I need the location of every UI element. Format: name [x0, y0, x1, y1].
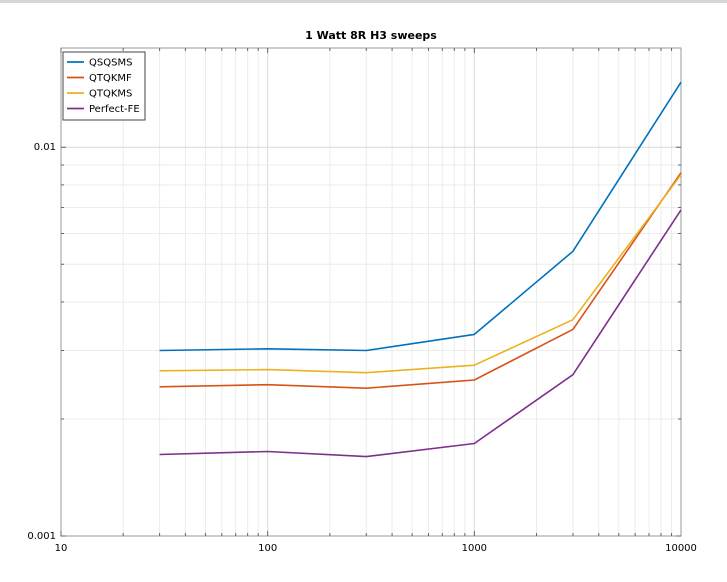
legend-label-perfect-fe: Perfect-FE	[89, 104, 140, 115]
grid	[60, 48, 682, 537]
series-line-perfect-fe	[159, 209, 682, 458]
x-tick-label: 100	[258, 543, 277, 554]
legend-label-qtqkmf: QTQKMF	[89, 73, 132, 84]
x-tick-label: 10	[55, 543, 68, 554]
series-line-qsqsms	[159, 81, 682, 352]
legend: QSQSMS QTQKMF QTQKMS Perfect-FE	[62, 51, 146, 121]
chart-title: 1 Watt 8R H3 sweeps	[305, 29, 437, 42]
x-tick-label: 1000	[462, 543, 487, 554]
plot-area	[60, 47, 682, 537]
y-tick-label: 0.01	[34, 142, 56, 153]
legend-label-qsqsms: QSQSMS	[89, 58, 132, 69]
chart: 10 100 1000 10000 0.001 0.01 1 Watt 8R H3 sw…	[27, 29, 697, 554]
x-tick-label: 10000	[665, 543, 697, 554]
y-axis-ticks: 0.001 0.01	[27, 142, 681, 542]
x-axis-ticks: 10 100 1000 10000	[55, 48, 697, 554]
series-line-qtqkmf	[159, 172, 682, 390]
series-line-qtqkms	[159, 174, 682, 374]
series-lines	[159, 81, 682, 458]
legend-label-qtqkms: QTQKMS	[89, 89, 132, 100]
y-tick-label: 0.001	[27, 531, 56, 542]
